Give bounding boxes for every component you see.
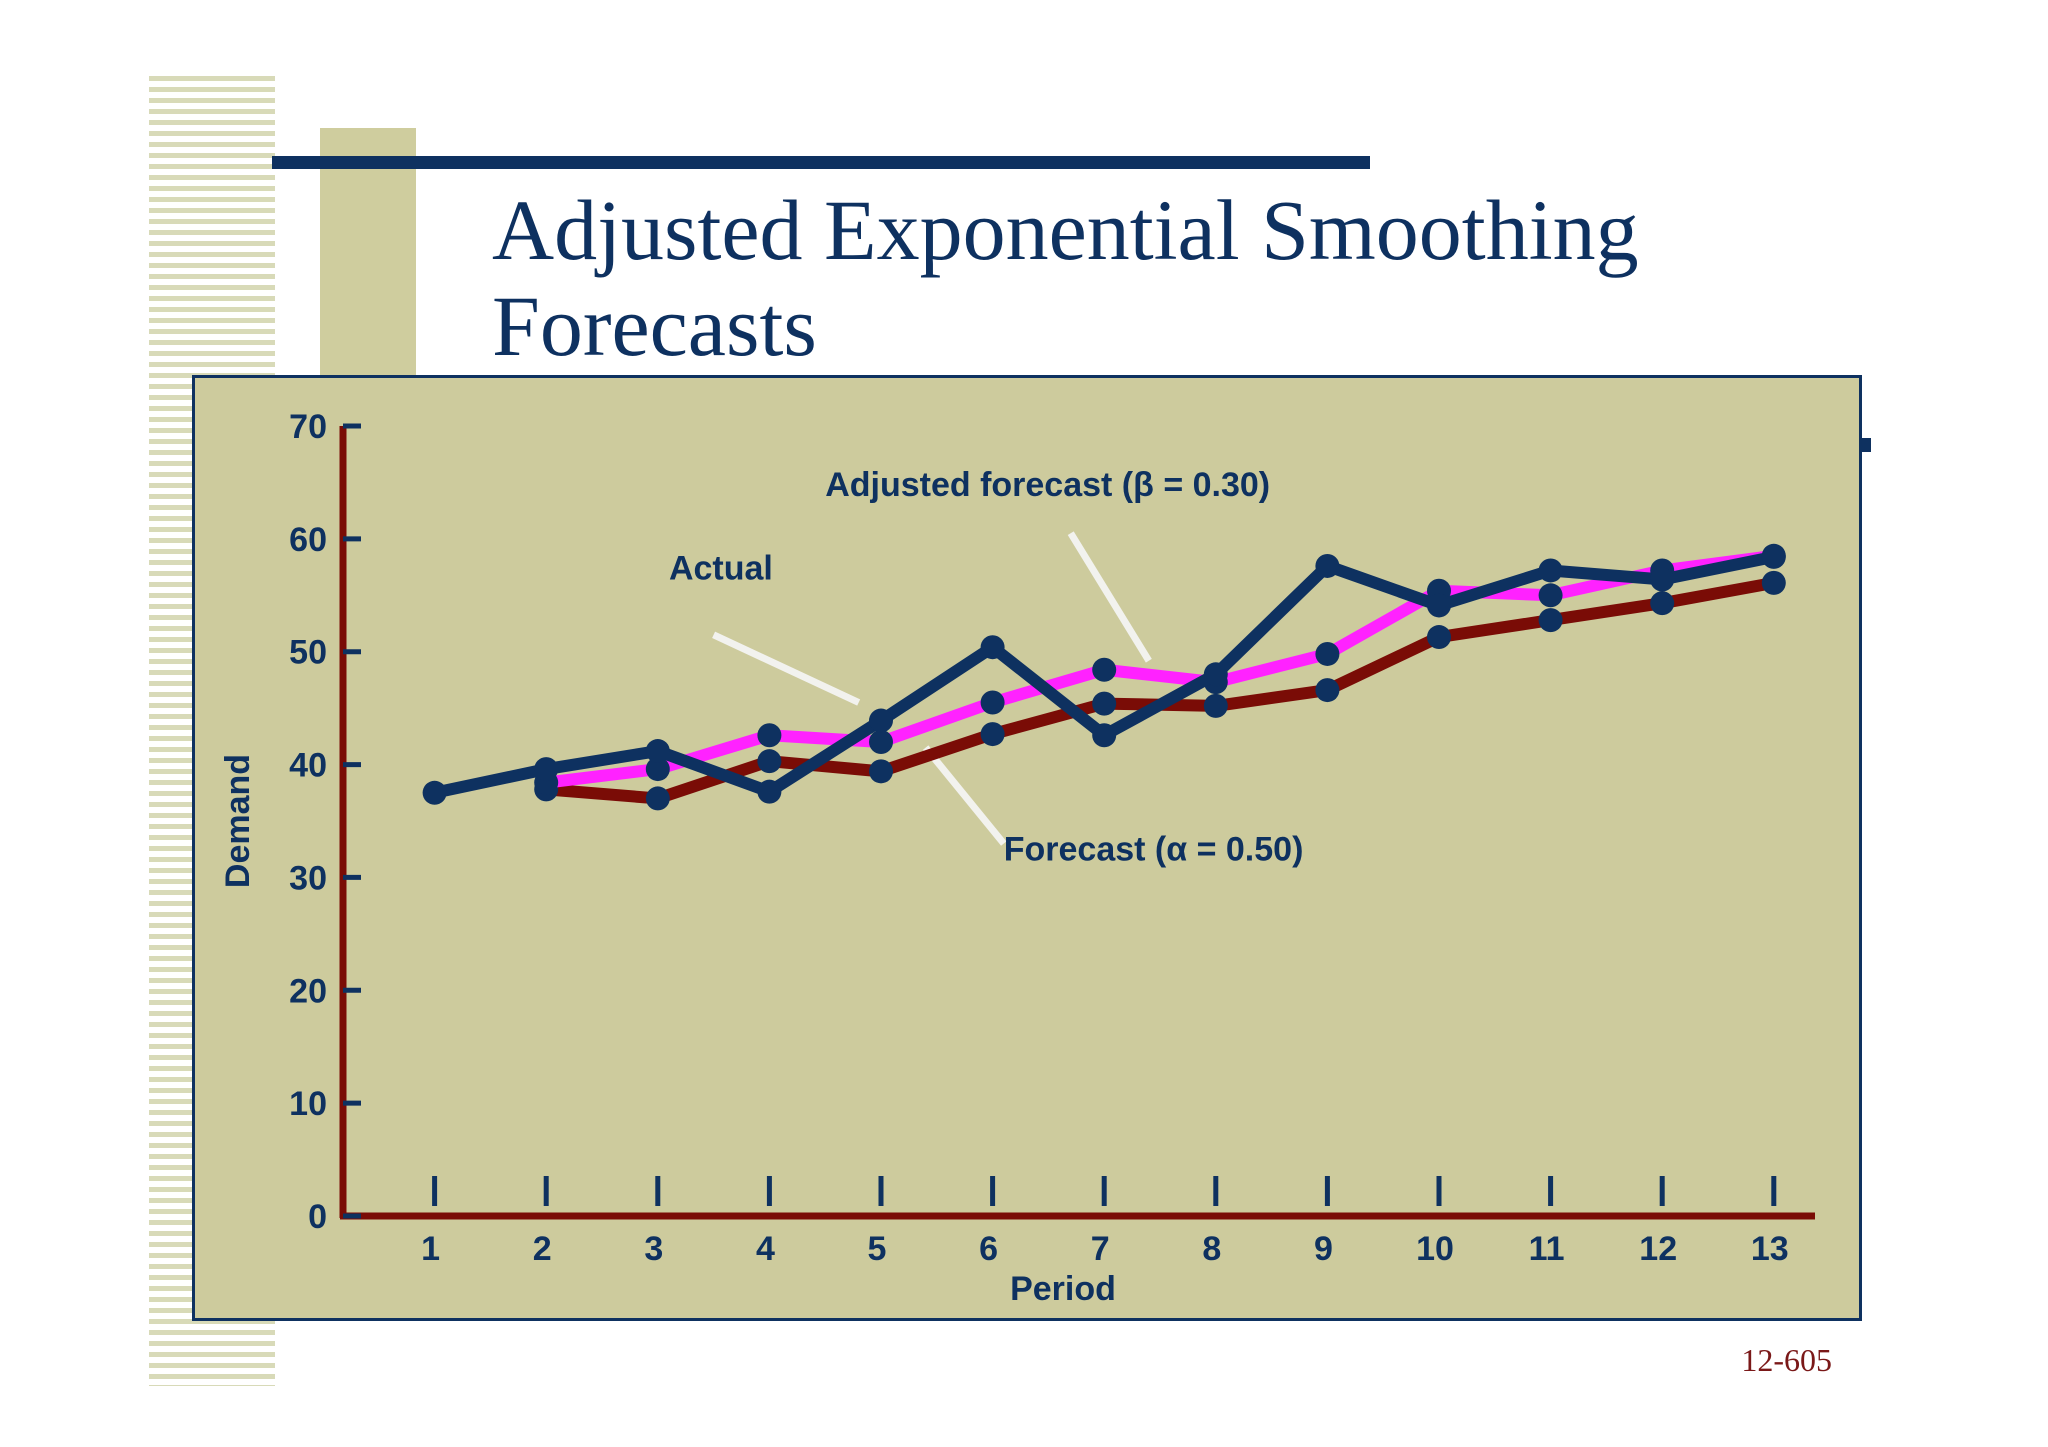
data-point-adjusted	[869, 730, 893, 754]
pointer-line-actual	[712, 631, 861, 706]
data-point-forecast	[1427, 625, 1451, 650]
y-tick-label: 70	[289, 408, 327, 446]
axes	[339, 426, 1815, 1220]
pointer-lines	[712, 531, 1152, 846]
y-tick-label: 50	[289, 634, 327, 672]
data-point-forecast	[869, 759, 893, 784]
data-point-forecast	[645, 786, 670, 811]
data-point-forecast	[1538, 608, 1563, 633]
data-point-actual	[422, 780, 447, 805]
decorative-block	[320, 128, 416, 388]
x-tick-label: 3	[644, 1230, 663, 1268]
data-point-actual	[1761, 544, 1786, 569]
pointer-line-forecast	[922, 745, 1007, 846]
data-point-actual	[1092, 723, 1117, 748]
data-point-adjusted	[1538, 583, 1563, 608]
pointer-line-adjusted	[1067, 531, 1152, 663]
data-point-actual	[1203, 662, 1228, 687]
x-tick-label: 8	[1202, 1230, 1221, 1268]
x-tick-label: 9	[1314, 1230, 1333, 1268]
title-rule	[272, 156, 1370, 169]
series-line-adjusted	[540, 549, 1780, 789]
x-tick-label: 1	[421, 1230, 440, 1268]
data-point-actual	[1538, 558, 1563, 583]
annotation-actual: Actual	[669, 549, 773, 587]
y-axis-label: Demand	[219, 754, 257, 888]
x-tick-label: 11	[1529, 1230, 1565, 1268]
data-point-forecast	[980, 722, 1005, 747]
y-tick-label: 10	[289, 1085, 327, 1123]
data-point-forecast	[757, 749, 782, 774]
data-point-forecast	[1761, 570, 1786, 595]
data-point-forecast	[1092, 691, 1117, 716]
x-tick-label: 2	[533, 1230, 552, 1268]
x-tick-label: 4	[756, 1230, 775, 1268]
series-line-forecast	[540, 576, 1780, 805]
data-point-actual	[1315, 553, 1340, 578]
x-tick-label: 10	[1416, 1230, 1454, 1268]
y-tick-label: 20	[289, 972, 327, 1010]
x-tick-label: 5	[868, 1230, 887, 1268]
data-point-actual	[869, 708, 893, 733]
y-tick-label: 30	[289, 859, 327, 897]
data-point-adjusted	[980, 690, 1005, 715]
title-line-1: Adjusted Exponential Smoothing	[492, 182, 1639, 278]
data-point-adjusted	[1092, 657, 1117, 682]
data-point-adjusted	[757, 723, 782, 748]
x-axis-label: Period	[1010, 1270, 1116, 1308]
data-point-actual	[1650, 567, 1675, 592]
annotations: Actual Adjusted forecast (β = 0.30) Foreca…	[669, 466, 1303, 869]
title-line-2: Forecasts	[492, 278, 817, 374]
data-point-actual	[1427, 593, 1451, 618]
data-point-actual	[980, 635, 1005, 660]
data-point-actual	[757, 779, 782, 804]
data-point-forecast	[1203, 693, 1228, 718]
x-tick-label: 13	[1751, 1230, 1789, 1268]
annotation-adjusted: Adjusted forecast (β = 0.30)	[825, 466, 1270, 504]
x-tick-label: 6	[979, 1230, 998, 1268]
data-point-adjusted	[1315, 641, 1340, 666]
x-tick-label: 7	[1091, 1230, 1110, 1268]
series-actual	[422, 544, 1786, 805]
slide-number: 12-605	[1741, 1342, 1832, 1378]
data-point-forecast	[1650, 591, 1675, 616]
data-point-adjusted	[645, 757, 670, 782]
y-tick-label: 0	[308, 1198, 327, 1236]
page-title: Adjusted Exponential Smoothing Forecasts	[492, 182, 1892, 374]
annotation-forecast: Forecast (α = 0.50)	[1004, 831, 1304, 869]
y-tick-label: 60	[289, 521, 327, 559]
x-tick-label: 12	[1639, 1230, 1677, 1268]
tick-marks	[343, 423, 1777, 1219]
chart-panel: Period Demand 0 10 20 30 40 50 60 70 1 2 3 4 5 6 7 8 9 10…	[192, 375, 1862, 1321]
data-point-actual	[534, 757, 559, 782]
data-point-forecast	[1315, 678, 1340, 703]
y-tick-label: 40	[289, 747, 327, 785]
series-lines	[422, 543, 1786, 811]
data-point-actual	[645, 739, 670, 764]
